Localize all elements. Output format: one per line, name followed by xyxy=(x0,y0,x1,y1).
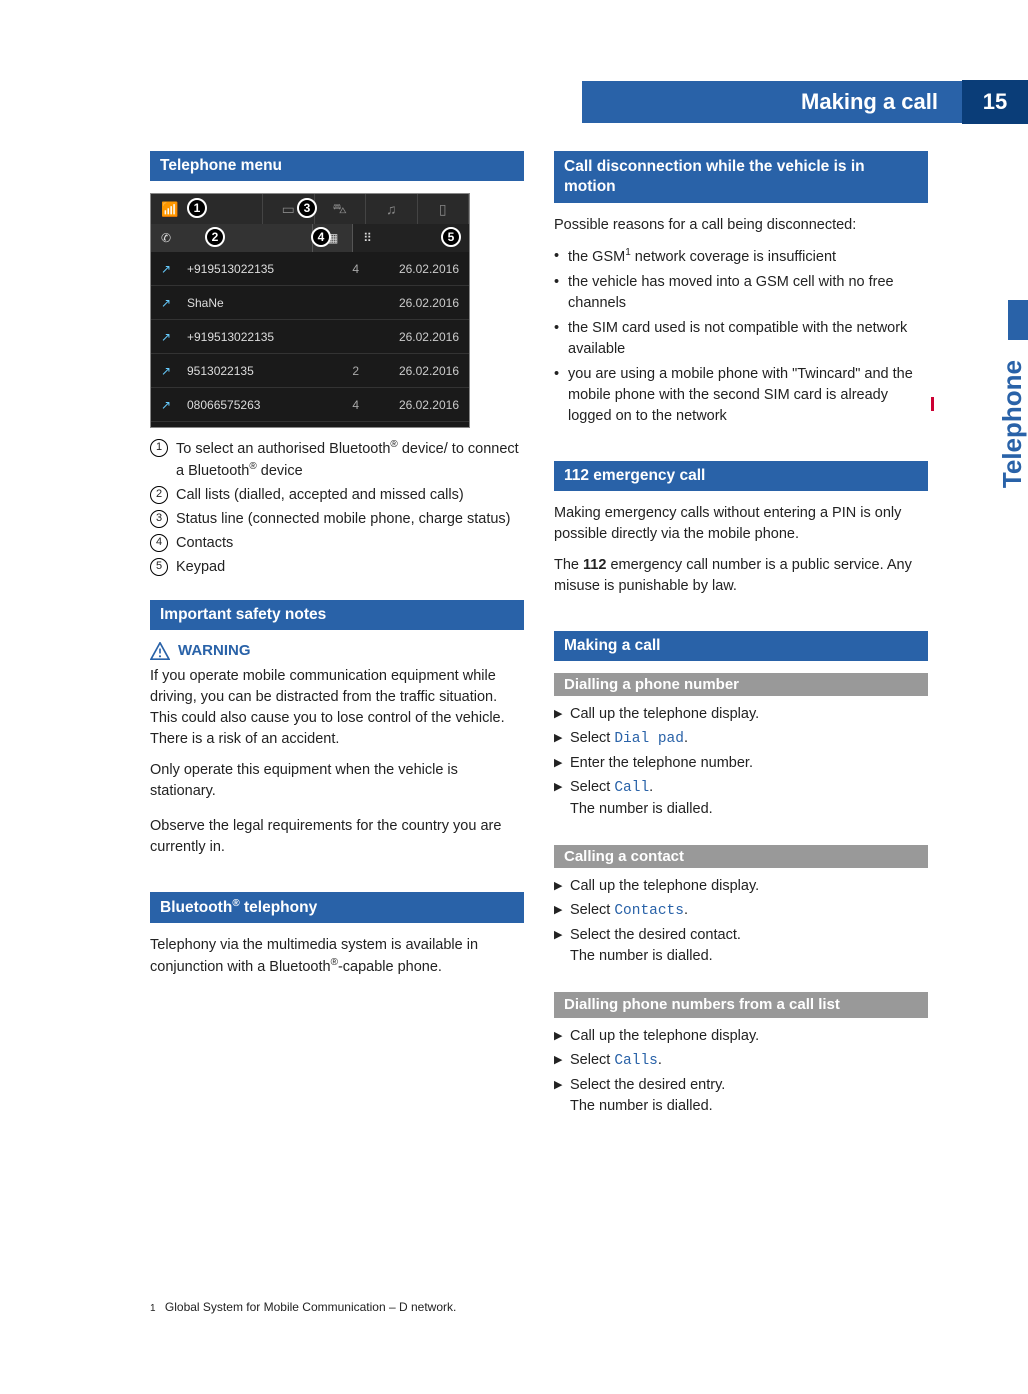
telephone-menu-screenshot: 📶 ▭ ⛍ ♫ ▯ ✆ ▦ ⠿ ↗ +919513022135 4 26.02.… xyxy=(150,193,470,428)
contact-step-2: Select Contacts. xyxy=(554,900,928,922)
page-number: 15 xyxy=(962,80,1028,124)
shot-subtab-phone-icon: ✆ xyxy=(151,224,313,252)
disconnect-bullet-4: you are using a mobile phone with "Twinc… xyxy=(554,364,928,427)
call-log-row: ↗ +919513022135 26.02.2016 xyxy=(151,320,469,354)
screenshot-annotations: 1To select an authorised Bluetooth® devi… xyxy=(150,438,524,578)
bluetooth-heading: Bluetooth® telephony xyxy=(150,892,524,923)
left-column: Telephone menu 📶 ▭ ⛍ ♫ ▯ ✆ ▦ ⠿ ↗ +919513… xyxy=(150,145,524,1120)
calllist-step-1: Call up the telephone display. xyxy=(554,1026,928,1047)
calllist-step-3: Select the desired entry.The number is d… xyxy=(554,1075,928,1117)
calling-contact-subheading: Calling a contact xyxy=(554,845,928,868)
contact-steps: Call up the telephone display. Select Co… xyxy=(554,876,928,967)
footnote-text: Global System for Mobile Communication –… xyxy=(165,1300,456,1314)
call-date: 26.02.2016 xyxy=(379,262,459,276)
call-direction-icon: ↗ xyxy=(161,330,179,344)
warning-triangle-icon xyxy=(150,642,170,660)
call-direction-icon: ↗ xyxy=(161,398,179,412)
callout-4: 4 xyxy=(311,227,331,247)
call-log-row: ↗ 08066575263 4 26.02.2016 xyxy=(151,388,469,422)
disconnect-heading: Call disconnection while the vehicle is … xyxy=(554,151,928,203)
call-number: +919513022135 xyxy=(187,330,339,344)
call-number: ShaNe xyxy=(187,296,339,310)
call-direction-icon: ↗ xyxy=(161,262,179,276)
footnote: 1 Global System for Mobile Communication… xyxy=(150,1300,456,1314)
page-header: Making a call 15 xyxy=(582,80,1028,124)
call-number: +919513022135 xyxy=(187,262,339,276)
disconnect-intro: Possible reasons for a call being discon… xyxy=(554,215,928,236)
disconnect-bullet-1: the GSM1 network coverage is insufficien… xyxy=(554,246,928,268)
call-date: 26.02.2016 xyxy=(379,330,459,344)
disconnect-bullets: the GSM1 network coverage is insufficien… xyxy=(554,246,928,427)
call-log-row: ↗ +919513022135 4 26.02.2016 xyxy=(151,252,469,286)
warning-para-2: Only operate this equipment when the veh… xyxy=(150,760,524,802)
page-title: Making a call xyxy=(582,81,962,123)
call-count: 2 xyxy=(339,364,359,378)
right-column: Call disconnection while the vehicle is … xyxy=(554,145,928,1120)
annotation-5: 5Keypad xyxy=(150,557,524,578)
warning-para-1: If you operate mobile communication equi… xyxy=(150,666,524,750)
call-date: 26.02.2016 xyxy=(379,364,459,378)
call-count: 4 xyxy=(339,398,359,412)
content-columns: Telephone menu 📶 ▭ ⛍ ♫ ▯ ✆ ▦ ⠿ ↗ +919513… xyxy=(150,145,928,1120)
call-direction-icon: ↗ xyxy=(161,364,179,378)
safety-notes-heading: Important safety notes xyxy=(150,600,524,630)
call-number: 9513022135 xyxy=(187,364,339,378)
making-call-heading: Making a call xyxy=(554,631,928,661)
contact-step-1: Call up the telephone display. xyxy=(554,876,928,897)
dial-steps: Call up the telephone display. Select Di… xyxy=(554,704,928,820)
shot-tab-vehicle-icon: ⛍ xyxy=(315,194,367,224)
contact-step-3: Select the desired contact.The number is… xyxy=(554,925,928,967)
shot-tab-device-icon: ▯ xyxy=(418,194,470,224)
shot-tab-signal: 📶 xyxy=(151,194,263,224)
side-tab: Telephone xyxy=(997,360,1028,488)
call-log-row: ↗ 9513022135 2 26.02.2016 xyxy=(151,354,469,388)
callout-2: 2 xyxy=(205,227,225,247)
callout-3: 3 xyxy=(297,198,317,218)
callout-5: 5 xyxy=(441,227,461,247)
emergency-heading: 112 emergency call xyxy=(554,461,928,491)
dialling-number-subheading: Dialling a phone number xyxy=(554,673,928,696)
calllist-steps: Call up the telephone display. Select Ca… xyxy=(554,1026,928,1117)
margin-marker xyxy=(931,397,934,411)
calllist-step-2: Select Calls. xyxy=(554,1050,928,1072)
annotation-3: 3Status line (connected mobile phone, ch… xyxy=(150,509,524,530)
warning-row: WARNING xyxy=(150,642,524,660)
dial-step-4: Select Call.The number is dialled. xyxy=(554,777,928,820)
telephone-menu-heading: Telephone menu xyxy=(150,151,524,181)
call-date: 26.02.2016 xyxy=(379,398,459,412)
callout-1: 1 xyxy=(187,198,207,218)
emergency-para-2: The 112 emergency call number is a publi… xyxy=(554,555,928,597)
calllist-subheading: Dialling phone numbers from a call list xyxy=(554,992,928,1018)
call-direction-icon: ↗ xyxy=(161,296,179,310)
call-number: 08066575263 xyxy=(187,398,339,412)
call-date: 26.02.2016 xyxy=(379,296,459,310)
dial-step-3: Enter the telephone number. xyxy=(554,753,928,774)
warning-label: WARNING xyxy=(178,642,251,659)
dial-step-1: Call up the telephone display. xyxy=(554,704,928,725)
bluetooth-para: Telephony via the multimedia system is a… xyxy=(150,935,524,978)
annotation-2: 2Call lists (dialled, accepted and misse… xyxy=(150,485,524,506)
dial-step-2: Select Dial pad. xyxy=(554,728,928,750)
annotation-4: 4Contacts xyxy=(150,533,524,554)
shot-tab-music-icon: ♫ xyxy=(366,194,418,224)
call-log-row: ↗ ShaNe 26.02.2016 xyxy=(151,286,469,320)
side-tab-marker xyxy=(1008,300,1028,340)
emergency-para-1: Making emergency calls without entering … xyxy=(554,503,928,545)
annotation-1: 1To select an authorised Bluetooth® devi… xyxy=(150,438,524,482)
disconnect-bullet-2: the vehicle has moved into a GSM cell wi… xyxy=(554,272,928,314)
call-count: 4 xyxy=(339,262,359,276)
safety-legal-para: Observe the legal requirements for the c… xyxy=(150,816,524,858)
disconnect-bullet-3: the SIM card used is not compatible with… xyxy=(554,318,928,360)
